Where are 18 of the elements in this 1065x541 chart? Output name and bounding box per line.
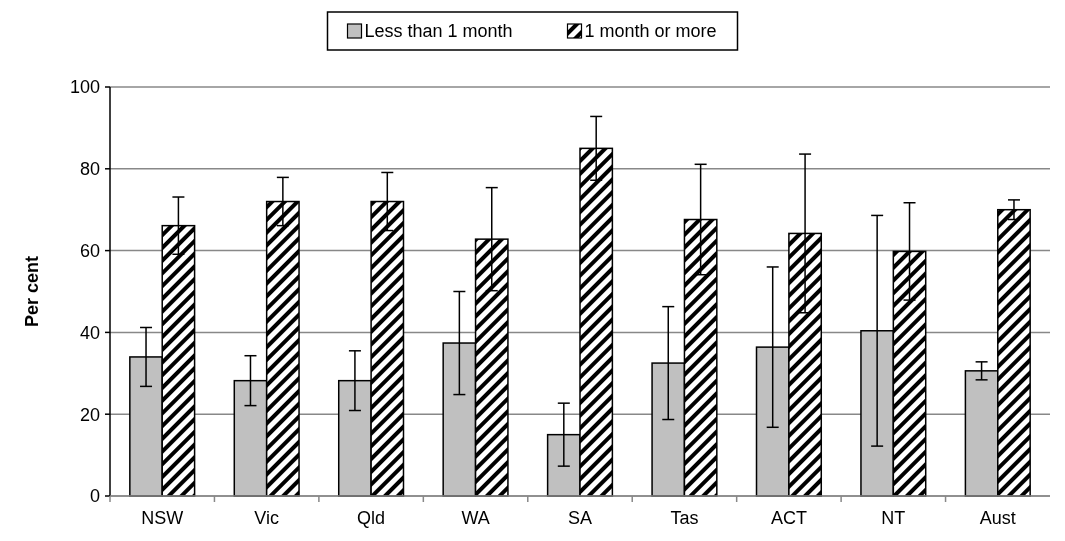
legend-label: Less than 1 month [364,21,513,42]
y-tick-label: 60 [79,240,100,261]
y-tick-label: 100 [69,77,100,98]
y-tick-label: 80 [79,159,100,180]
legend-label: 1 month or more [584,21,717,42]
x-tick-label: Qld [357,508,386,528]
x-tick-label: WA [461,508,490,528]
y-tick-label: 40 [79,322,100,343]
x-tick-label: Tas [670,508,699,528]
y-tick-label: 20 [79,404,100,425]
x-tick-label: Aust [979,508,1016,528]
y-tick-label: 0 [89,486,100,507]
x-tick-label: NT [881,508,906,528]
x-tick-label: ACT [770,508,807,528]
y-axis-title: Per cent [22,255,42,328]
x-tick-label: NSW [141,508,184,528]
x-tick-label: SA [567,508,593,528]
x-tick-label: Vic [254,508,280,528]
